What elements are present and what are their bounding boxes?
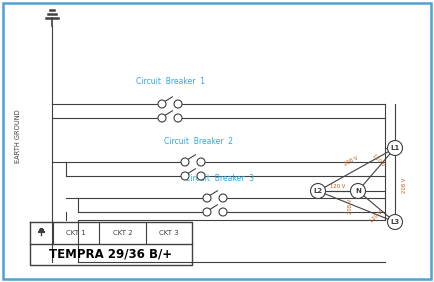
- Text: 120 V: 120 V: [330, 184, 346, 189]
- Circle shape: [181, 158, 189, 166]
- Circle shape: [351, 184, 365, 199]
- Circle shape: [203, 208, 211, 216]
- Text: Circuit  Breaker  2: Circuit Breaker 2: [164, 137, 233, 146]
- Text: 208 V: 208 V: [344, 155, 359, 166]
- Text: Circuit  Breaker  3: Circuit Breaker 3: [185, 174, 255, 183]
- Text: Circuit  Breaker  1: Circuit Breaker 1: [135, 77, 204, 86]
- Text: CKT 1: CKT 1: [66, 230, 86, 236]
- Text: L1: L1: [390, 145, 400, 151]
- Text: CKT 3: CKT 3: [159, 230, 179, 236]
- Circle shape: [174, 114, 182, 122]
- Circle shape: [158, 114, 166, 122]
- Circle shape: [388, 140, 402, 155]
- Text: EARTH GROUND: EARTH GROUND: [15, 109, 21, 163]
- Text: N: N: [355, 188, 361, 194]
- Circle shape: [197, 172, 205, 180]
- Circle shape: [219, 194, 227, 202]
- Text: L2: L2: [313, 188, 322, 194]
- Circle shape: [174, 100, 182, 108]
- Text: TEMPRA 29/36 B/+: TEMPRA 29/36 B/+: [49, 248, 173, 261]
- Circle shape: [197, 158, 205, 166]
- Text: L3: L3: [390, 219, 400, 225]
- Circle shape: [158, 100, 166, 108]
- Text: 120 V: 120 V: [372, 153, 386, 168]
- Text: 120 V: 120 V: [369, 210, 384, 224]
- Text: 208 V: 208 V: [348, 199, 353, 214]
- Text: 208 V: 208 V: [402, 177, 407, 193]
- Circle shape: [310, 184, 326, 199]
- Circle shape: [219, 208, 227, 216]
- Circle shape: [203, 194, 211, 202]
- Circle shape: [181, 172, 189, 180]
- Circle shape: [388, 215, 402, 230]
- Text: CKT 2: CKT 2: [112, 230, 132, 236]
